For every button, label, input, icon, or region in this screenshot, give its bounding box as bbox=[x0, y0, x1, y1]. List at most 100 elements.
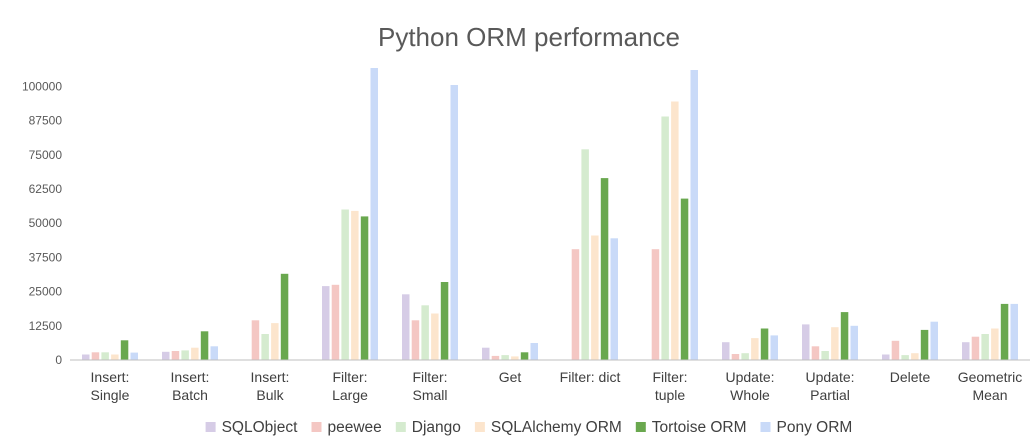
legend-swatch bbox=[395, 422, 406, 432]
y-tick-label: 25000 bbox=[29, 285, 63, 299]
bar bbox=[891, 340, 900, 360]
bar bbox=[101, 352, 109, 360]
bar bbox=[680, 198, 689, 360]
bar bbox=[111, 354, 119, 360]
bar bbox=[210, 346, 218, 360]
legend-label: Django bbox=[412, 419, 461, 436]
bar bbox=[770, 335, 778, 360]
bar bbox=[511, 356, 519, 360]
bar bbox=[370, 68, 378, 360]
y-axis: 0 12500 25000 37500 50000 62500 75000 87500 1000… bbox=[22, 79, 62, 367]
bar bbox=[402, 294, 410, 360]
bar bbox=[440, 282, 449, 360]
y-tick-label: 12500 bbox=[29, 319, 63, 333]
x-tick-label: Filter: dict bbox=[560, 369, 621, 385]
legend: SQLObject peewee Django SQLAlchemy ORM Torto… bbox=[205, 419, 852, 436]
x-tick-label: Filter: bbox=[413, 369, 448, 385]
bar bbox=[251, 320, 260, 360]
legend-item: peewee bbox=[311, 419, 382, 436]
bar bbox=[671, 101, 679, 360]
y-tick-label: 37500 bbox=[29, 250, 63, 264]
legend-item: SQLObject bbox=[205, 419, 299, 436]
bar bbox=[341, 209, 349, 360]
bar bbox=[661, 116, 669, 360]
x-tick-label: Partial bbox=[810, 387, 850, 403]
x-tick-label: Geometric bbox=[958, 369, 1023, 385]
legend-label: peewee bbox=[328, 419, 382, 436]
bar bbox=[850, 325, 858, 360]
legend-swatch bbox=[311, 422, 322, 432]
legend-label: Tortoise ORM bbox=[652, 419, 747, 436]
bar bbox=[482, 347, 490, 360]
bar bbox=[181, 350, 189, 360]
bar bbox=[491, 355, 500, 360]
x-tick-label: Insert: bbox=[91, 369, 130, 385]
x-tick-label: Update: bbox=[725, 369, 774, 385]
bar bbox=[501, 355, 509, 360]
legend-label: SQLAlchemy ORM bbox=[491, 419, 622, 436]
x-tick-label: Mean bbox=[972, 387, 1007, 403]
legend-swatch bbox=[474, 422, 485, 432]
x-tick-label: Insert: bbox=[171, 369, 210, 385]
x-tick-label: Update: bbox=[805, 369, 854, 385]
bar bbox=[802, 324, 810, 360]
legend-label: SQLObject bbox=[222, 419, 299, 436]
bar bbox=[280, 273, 289, 360]
bar bbox=[690, 70, 698, 360]
bar bbox=[322, 286, 330, 360]
bar bbox=[811, 346, 820, 360]
bar bbox=[751, 338, 759, 360]
y-tick-label: 87500 bbox=[29, 114, 63, 128]
bar bbox=[171, 351, 180, 360]
bar bbox=[261, 334, 269, 360]
y-tick-label: 0 bbox=[55, 353, 62, 367]
x-tick-label: Insert: bbox=[251, 369, 290, 385]
bar bbox=[600, 178, 609, 360]
legend-swatch bbox=[760, 422, 771, 432]
y-tick-label: 50000 bbox=[29, 216, 63, 230]
bar bbox=[760, 328, 769, 360]
bar bbox=[731, 354, 740, 360]
bar bbox=[741, 353, 749, 360]
x-tick-label: Bulk bbox=[256, 387, 284, 403]
bar bbox=[1000, 303, 1009, 360]
y-tick-label: 62500 bbox=[29, 182, 63, 196]
bar bbox=[930, 321, 938, 360]
bar bbox=[981, 334, 989, 360]
x-tick-label: Filter: bbox=[653, 369, 688, 385]
x-tick-label: Get bbox=[499, 369, 522, 385]
x-tick-label: Delete bbox=[890, 369, 931, 385]
bar bbox=[421, 305, 429, 360]
y-tick-label: 75000 bbox=[29, 148, 63, 162]
bar bbox=[581, 149, 589, 360]
bar bbox=[920, 329, 929, 360]
x-axis: Insert: Single Insert: Batch Insert: Bulk Filt… bbox=[91, 369, 1023, 403]
bar bbox=[530, 343, 538, 360]
bar bbox=[91, 352, 100, 360]
bar bbox=[962, 342, 970, 360]
bar bbox=[351, 210, 359, 360]
x-tick-label: Filter: bbox=[333, 369, 368, 385]
bar bbox=[120, 340, 129, 360]
bar bbox=[191, 347, 199, 360]
bar bbox=[882, 354, 890, 360]
bar bbox=[450, 85, 458, 360]
legend-item: Pony ORM bbox=[760, 419, 852, 436]
bar bbox=[901, 355, 909, 360]
bar bbox=[591, 235, 599, 360]
bar bbox=[331, 284, 340, 360]
bar bbox=[911, 353, 919, 360]
bars bbox=[82, 68, 1018, 360]
x-tick-label: Batch bbox=[172, 387, 208, 403]
bar bbox=[360, 216, 369, 360]
chart-title: Python ORM performance bbox=[378, 22, 680, 52]
x-tick-label: tuple bbox=[655, 387, 686, 403]
bar bbox=[520, 352, 529, 360]
bar bbox=[991, 328, 999, 360]
x-tick-label: Whole bbox=[730, 387, 770, 403]
legend-item: SQLAlchemy ORM bbox=[474, 419, 622, 436]
x-tick-label: Large bbox=[332, 387, 368, 403]
bar bbox=[571, 249, 580, 360]
bar bbox=[821, 351, 829, 360]
bar bbox=[411, 320, 420, 360]
